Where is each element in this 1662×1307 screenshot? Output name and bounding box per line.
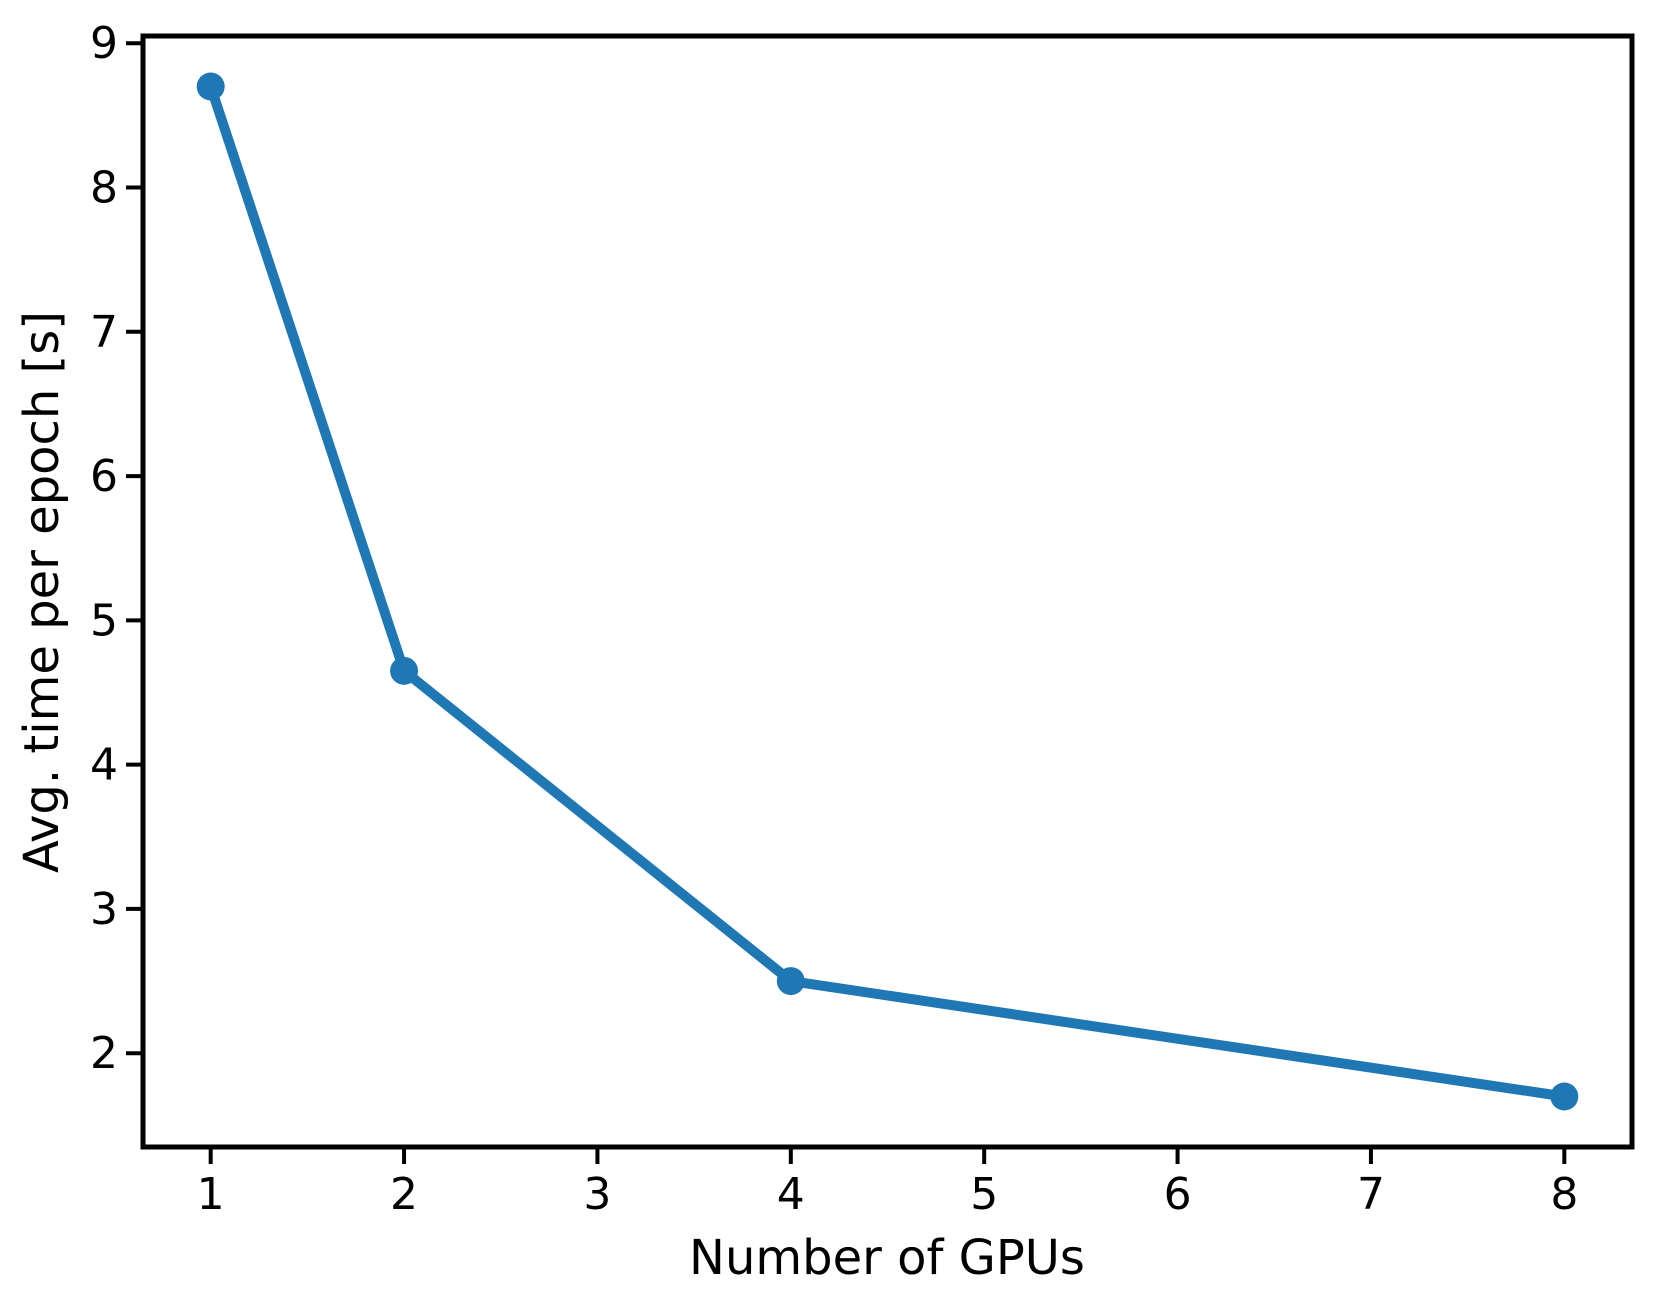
data-point (1550, 1082, 1579, 1111)
x-tick-label: 2 (390, 1169, 418, 1220)
x-tick-labels-group: 1 2 3 4 5 6 7 8 (197, 1169, 1579, 1220)
y-tick-label: 5 (90, 595, 118, 646)
x-tick-label: 4 (777, 1169, 805, 1220)
data-point (390, 656, 419, 685)
x-tick-label: 6 (1164, 1169, 1192, 1220)
y-tick-label: 2 (90, 1028, 118, 1079)
y-tick-labels-group: 2 3 4 5 6 7 8 9 (90, 18, 118, 1079)
x-tick-label: 3 (583, 1169, 611, 1220)
x-ticks-group (208, 1147, 1567, 1164)
plot-border (140, 33, 1635, 1150)
y-tick-label: 9 (90, 18, 118, 69)
x-tick-label: 5 (970, 1169, 998, 1220)
x-tick-label: 7 (1357, 1169, 1385, 1220)
x-axis-title: Number of GPUs (689, 1230, 1085, 1286)
data-line (205, 81, 1570, 1102)
y-tick-label: 8 (90, 163, 118, 214)
x-tick-label: 1 (197, 1169, 225, 1220)
y-tick-label: 6 (90, 451, 118, 502)
y-axis-title: Avg. time per epoch [s] (14, 311, 70, 873)
y-tick-label: 4 (90, 740, 118, 791)
y-tick-label: 7 (90, 307, 118, 358)
data-point (776, 967, 805, 996)
y-ticks-group (126, 41, 143, 1056)
y-tick-label: 3 (90, 884, 118, 935)
series-group (196, 72, 1579, 1111)
data-point (196, 72, 225, 101)
x-tick-label: 8 (1550, 1169, 1578, 1220)
